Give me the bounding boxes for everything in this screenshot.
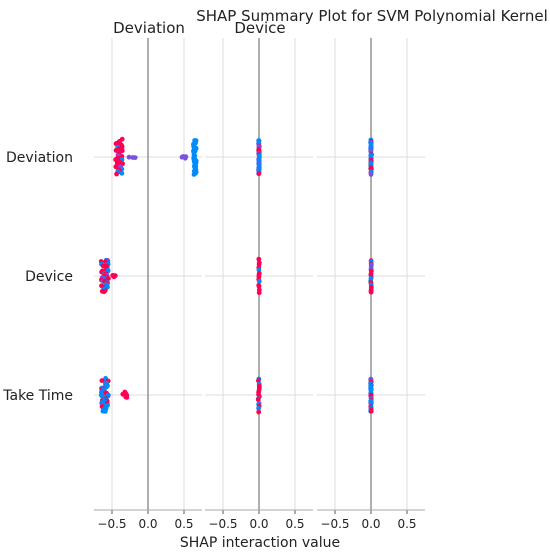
point-2-2-0-35 xyxy=(368,408,374,414)
point-layer xyxy=(98,136,374,415)
point-1-1-0-9 xyxy=(256,278,262,284)
point-2-1-0-19 xyxy=(368,289,374,295)
x-tick-label-0-0: −0.5 xyxy=(97,517,126,531)
point-1-2-0-10 xyxy=(255,397,261,403)
point-0-2-0-4 xyxy=(99,378,105,383)
y-label-1: Device xyxy=(25,269,73,285)
point-0-1-0-31 xyxy=(106,276,111,281)
point-1-2-0-14 xyxy=(256,405,261,411)
x-tick-label-2-2: 0.5 xyxy=(397,517,416,531)
x-tick-label-2-0: −0.5 xyxy=(320,517,349,531)
point-1-1-0-13 xyxy=(256,290,262,296)
point-0-0-3-3 xyxy=(182,155,188,161)
x-tick-label-0-1: 0.0 xyxy=(138,517,157,531)
x-tick-label-1-2: 0.5 xyxy=(285,517,304,531)
panel-title-1: Deviation xyxy=(113,19,185,37)
x-axis-label: SHAP interaction value xyxy=(180,535,340,551)
point-2-0-0-37 xyxy=(368,172,374,177)
point-1-0-0-39 xyxy=(256,171,262,177)
y-label-0: Deviation xyxy=(6,150,73,166)
chart-title: SHAP Summary Plot for SVM Polynomial Ker… xyxy=(196,7,548,25)
x-tick-label-1-1: 0.0 xyxy=(249,517,268,531)
x-tick-label-1-0: −0.5 xyxy=(208,517,237,531)
point-0-2-1-7 xyxy=(123,394,129,399)
point-1-2-0-15 xyxy=(256,409,262,415)
point-0-1-0-51 xyxy=(99,288,105,294)
point-0-0-2-2 xyxy=(130,155,136,160)
y-label-2: Take Time xyxy=(2,388,73,404)
point-0-1-1-3 xyxy=(111,273,116,278)
point-1-1-0-11 xyxy=(256,283,262,289)
panel-title-2: Device xyxy=(234,19,285,37)
x-tick-label-2-1: 0.0 xyxy=(361,517,380,531)
label-layer: Deviation Device Take Time −0.5 0.0 0.5 −0.5 0.… xyxy=(2,150,416,531)
point-0-0-0-43 xyxy=(114,171,119,177)
point-0-0-0-42 xyxy=(119,170,125,176)
point-0-0-1-37 xyxy=(191,172,197,177)
point-0-1-0-17 xyxy=(105,267,111,273)
point-0-0-2-0 xyxy=(126,154,132,160)
point-0-2-0-51 xyxy=(102,409,108,414)
x-tick-label-0-2: 0.5 xyxy=(174,517,193,531)
